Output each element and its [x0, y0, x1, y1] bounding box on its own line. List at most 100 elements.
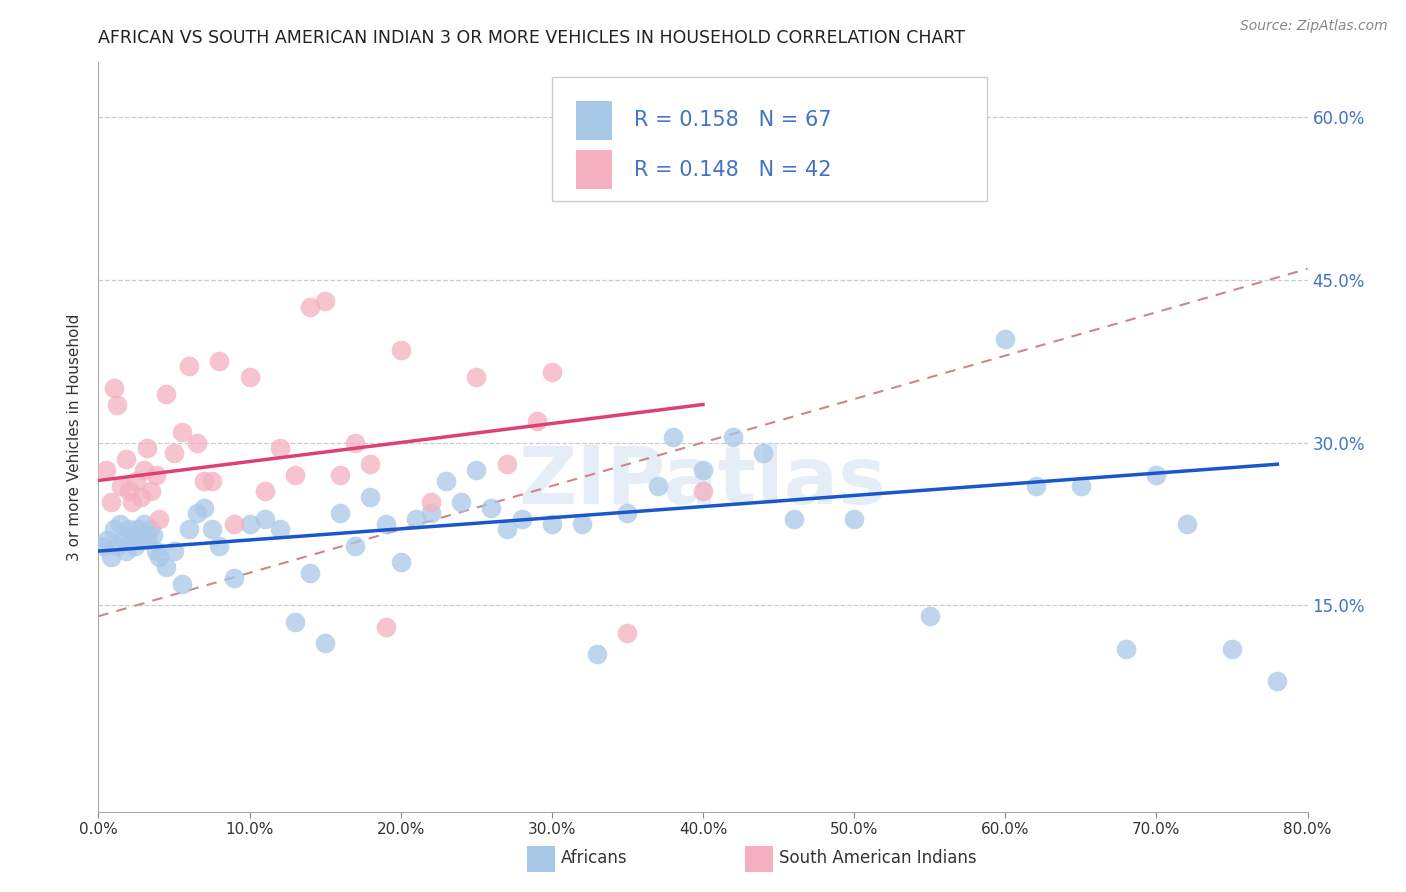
Point: [142, 528, 165, 542]
Point: [389, 343, 412, 358]
Text: Africans: Africans: [561, 849, 627, 867]
Point: [692, 484, 714, 499]
Point: [224, 516, 246, 531]
Point: [193, 474, 215, 488]
Point: [124, 539, 146, 553]
FancyBboxPatch shape: [551, 78, 987, 201]
Point: [495, 522, 517, 536]
Point: [510, 511, 533, 525]
Point: [1024, 479, 1046, 493]
Point: [647, 479, 669, 493]
Point: [100, 549, 122, 564]
Point: [127, 522, 149, 536]
Point: [389, 555, 412, 569]
Point: [108, 516, 131, 531]
Point: [844, 511, 866, 525]
Point: [121, 495, 143, 509]
Point: [224, 571, 246, 585]
Point: [299, 300, 322, 314]
Point: [526, 414, 548, 428]
Point: [179, 522, 201, 536]
Point: [253, 511, 276, 525]
FancyBboxPatch shape: [576, 101, 613, 140]
Point: [125, 474, 148, 488]
Point: [163, 446, 186, 460]
Point: [540, 516, 562, 531]
Point: [405, 511, 427, 525]
Point: [723, 430, 745, 444]
Point: [118, 522, 141, 536]
Point: [465, 463, 488, 477]
Point: [186, 435, 208, 450]
Point: [179, 359, 201, 374]
Point: [586, 647, 609, 661]
Point: [129, 490, 152, 504]
Point: [495, 457, 517, 471]
Point: [100, 495, 122, 509]
Point: [135, 441, 157, 455]
Point: [145, 468, 167, 483]
Point: [918, 609, 941, 624]
Point: [103, 381, 125, 395]
Point: [1175, 516, 1198, 531]
Point: [269, 441, 291, 455]
Point: [253, 484, 276, 499]
Point: [284, 468, 307, 483]
Point: [450, 495, 472, 509]
Point: [163, 544, 186, 558]
Point: [314, 636, 336, 650]
Point: [114, 451, 136, 466]
Point: [1267, 674, 1289, 689]
Point: [299, 566, 322, 580]
Point: [752, 446, 775, 460]
Text: South American Indians: South American Indians: [779, 849, 977, 867]
Point: [434, 474, 457, 488]
Point: [105, 539, 128, 553]
Point: [201, 522, 224, 536]
Point: [616, 506, 638, 520]
Point: [193, 500, 215, 515]
Point: [111, 533, 134, 548]
Point: [145, 544, 167, 558]
Point: [360, 457, 382, 471]
Point: [314, 294, 336, 309]
Point: [114, 544, 136, 558]
Point: [239, 370, 262, 384]
Point: [96, 533, 118, 548]
Point: [186, 506, 208, 520]
Point: [344, 539, 367, 553]
Point: [783, 511, 806, 525]
Point: [148, 511, 170, 525]
Text: AFRICAN VS SOUTH AMERICAN INDIAN 3 OR MORE VEHICLES IN HOUSEHOLD CORRELATION CHA: AFRICAN VS SOUTH AMERICAN INDIAN 3 OR MO…: [98, 29, 966, 47]
Text: R = 0.148   N = 42: R = 0.148 N = 42: [634, 160, 831, 179]
Point: [129, 533, 152, 548]
Point: [540, 365, 562, 379]
Point: [1115, 641, 1137, 656]
Point: [118, 484, 141, 499]
Point: [360, 490, 382, 504]
Point: [148, 549, 170, 564]
Point: [481, 500, 503, 515]
Y-axis label: 3 or more Vehicles in Household: 3 or more Vehicles in Household: [67, 313, 83, 561]
Point: [132, 463, 155, 477]
Point: [239, 516, 262, 531]
Point: [571, 516, 593, 531]
Point: [121, 528, 143, 542]
Text: Source: ZipAtlas.com: Source: ZipAtlas.com: [1240, 19, 1388, 33]
Point: [661, 430, 683, 444]
Point: [420, 506, 443, 520]
Point: [141, 484, 163, 499]
FancyBboxPatch shape: [576, 150, 613, 189]
Point: [155, 386, 177, 401]
Point: [135, 533, 157, 548]
Point: [284, 615, 307, 629]
Point: [208, 539, 231, 553]
Point: [344, 435, 367, 450]
Point: [170, 425, 193, 439]
Point: [269, 522, 291, 536]
Point: [139, 522, 162, 536]
Point: [1146, 468, 1168, 483]
Point: [170, 576, 193, 591]
Point: [374, 516, 396, 531]
Point: [94, 463, 117, 477]
